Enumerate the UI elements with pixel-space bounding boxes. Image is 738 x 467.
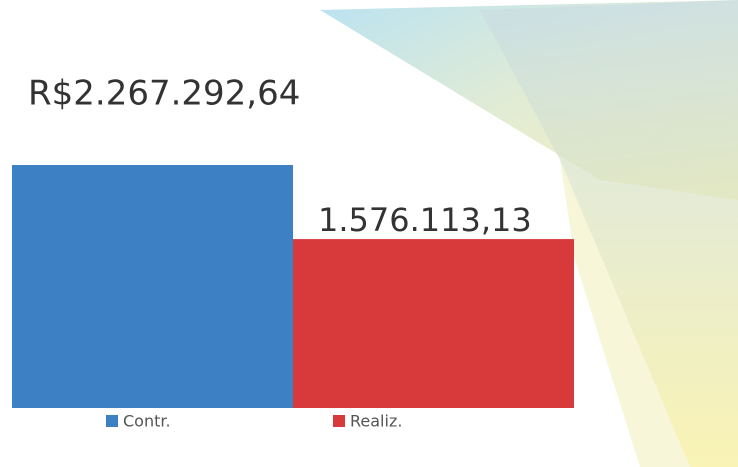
bar <box>12 165 293 408</box>
data-label: R$2.267.292,64 <box>28 74 300 114</box>
legend-swatch <box>333 415 345 427</box>
background-decor <box>480 0 738 467</box>
legend-swatch <box>106 415 118 427</box>
legend-label: Realiz. <box>350 412 402 431</box>
background-decor <box>560 160 690 467</box>
bar <box>293 239 574 408</box>
data-label: 1.576.113,13 <box>318 201 532 239</box>
legend-label: Contr. <box>123 412 171 431</box>
